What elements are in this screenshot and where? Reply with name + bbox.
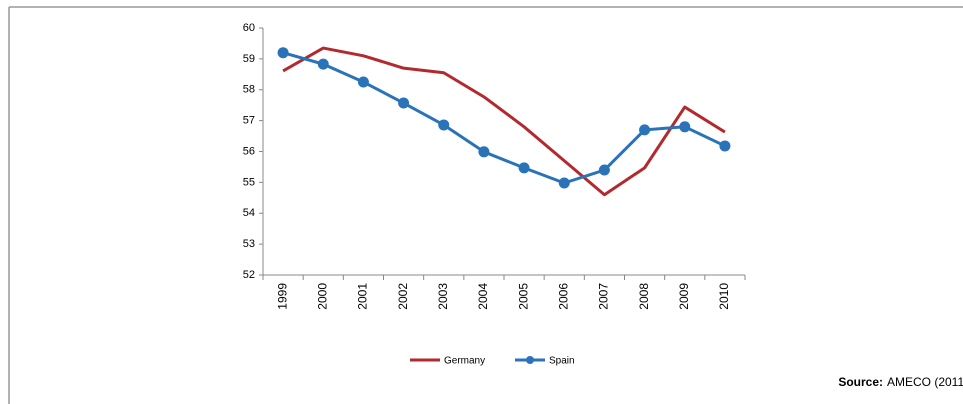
x-tick-label: 2006: [556, 283, 570, 310]
x-tick-label: 2010: [717, 283, 731, 310]
source: AMECO (2011): [887, 375, 963, 389]
x-tick-label: 2004: [476, 283, 490, 310]
y-tick-label: 60: [243, 22, 255, 34]
series-marker: [679, 121, 691, 133]
x-tick-label: 2007: [597, 283, 611, 310]
series-marker: [639, 124, 651, 136]
series-marker: [357, 76, 369, 88]
x-tick-label: 2008: [637, 283, 651, 310]
y-tick-label: 56: [243, 145, 255, 157]
series-line: [282, 46, 726, 197]
legend-label: Spain: [549, 356, 575, 367]
series-marker: [719, 140, 731, 152]
y-tick-label: 57: [243, 115, 255, 127]
x-tick-label: 2009: [677, 283, 691, 310]
series-marker: [598, 164, 610, 176]
x-tick-label: 1999: [275, 283, 289, 310]
series-marker: [277, 47, 289, 59]
source-label: Source:: [838, 375, 883, 389]
x-tick-label: 2003: [436, 283, 450, 310]
legend-label: Germany: [444, 356, 485, 367]
y-tick-label: 59: [243, 53, 255, 65]
x-tick-label: 2002: [396, 283, 410, 310]
series-marker: [317, 58, 329, 70]
series-marker: [478, 146, 490, 158]
y-tick-label: 54: [243, 207, 255, 219]
x-tick-label: 2001: [356, 283, 370, 310]
y-tick-label: 52: [243, 269, 255, 281]
series-line: [282, 51, 726, 185]
y-tick-label: 58: [243, 84, 255, 96]
series-marker: [518, 162, 530, 174]
series-marker: [398, 97, 410, 109]
y-tick-label: 53: [243, 238, 255, 250]
y-tick-label: 55: [243, 176, 255, 188]
series-marker: [558, 177, 570, 189]
legend-marker: [526, 356, 534, 364]
x-tick-label: 2005: [516, 283, 530, 310]
series-marker: [438, 119, 450, 131]
x-tick-label: 2000: [315, 283, 329, 310]
